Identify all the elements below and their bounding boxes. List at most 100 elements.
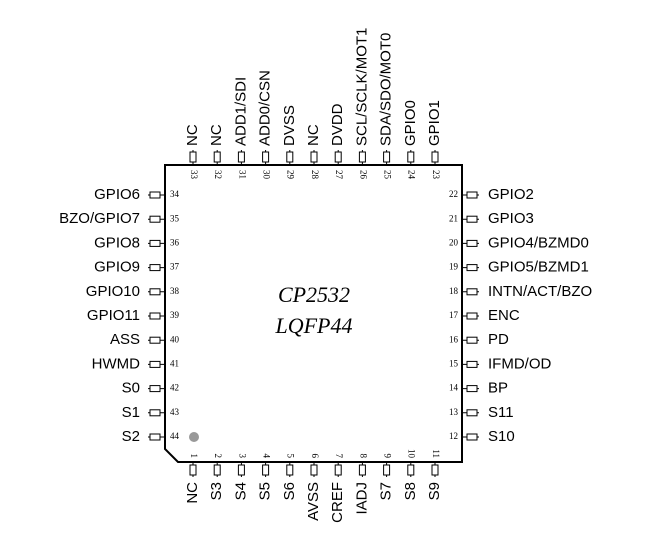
- pin-label: IFMD/OD: [488, 355, 551, 372]
- pin-label: S8: [402, 482, 419, 500]
- pin-number: 23: [431, 170, 441, 180]
- pin-label: GPIO2: [488, 186, 534, 203]
- pin-label: PD: [488, 331, 509, 348]
- pin-label: CREF: [329, 482, 346, 523]
- pin: [466, 433, 478, 441]
- pin-number: 30: [262, 170, 272, 180]
- pin: [407, 464, 415, 476]
- pin-label: S2: [122, 428, 140, 445]
- pin-number: 1: [189, 454, 199, 459]
- pin-label: S4: [232, 482, 249, 500]
- pin-label: ADD0/CSN: [257, 70, 274, 146]
- pin-number: 8: [358, 454, 368, 459]
- pin-number: 2: [213, 454, 223, 459]
- pin-label: GPIO8: [94, 234, 140, 251]
- pin-number: 40: [170, 334, 180, 344]
- pin-number: 19: [449, 262, 459, 272]
- pin: [334, 151, 342, 163]
- pin-label: ENC: [488, 307, 520, 324]
- pin-number: 28: [310, 170, 320, 180]
- pin: [466, 360, 478, 368]
- pin-number: 17: [449, 310, 459, 320]
- pin-number: 33: [189, 170, 199, 180]
- pin: [149, 239, 161, 247]
- pin: [310, 151, 318, 163]
- pin-number: 4: [262, 454, 272, 459]
- chip-name: CP2532: [278, 282, 350, 307]
- pin: [466, 191, 478, 199]
- pin: [262, 464, 270, 476]
- pin-number: 22: [449, 189, 458, 199]
- pin-label: GPIO3: [488, 210, 534, 227]
- pin-number: 32: [213, 170, 223, 179]
- pin-number: 15: [449, 358, 459, 368]
- pin-label: S3: [208, 482, 225, 500]
- pin: [466, 264, 478, 272]
- pin: [149, 288, 161, 296]
- pin: [407, 151, 415, 163]
- pin-number: 13: [449, 407, 459, 417]
- pin: [286, 151, 294, 163]
- pin: [334, 464, 342, 476]
- pin-number: 38: [170, 286, 180, 296]
- pin-label: ASS: [110, 331, 140, 348]
- pin-label: NC: [208, 124, 225, 146]
- pin-label: SCL/SCLK/MOT1: [353, 28, 370, 146]
- pin-number: 5: [286, 454, 296, 459]
- pin-label: S0: [122, 380, 140, 397]
- pin-number: 44: [170, 431, 180, 441]
- pin-label: GPIO9: [94, 259, 140, 276]
- pin-label: S7: [378, 482, 395, 500]
- pin-label: GPIO4/BZMD0: [488, 234, 589, 251]
- pin: [466, 288, 478, 296]
- pin-number: 39: [170, 310, 180, 320]
- pin-number: 35: [170, 213, 180, 223]
- pin-label: GPIO10: [86, 283, 140, 300]
- pin-label: INTN/ACT/BZO: [488, 283, 592, 300]
- pin-label: S6: [281, 482, 298, 500]
- pin-label: NC: [305, 124, 322, 146]
- pin1-dot: [189, 432, 199, 442]
- pin-label: IADJ: [353, 482, 370, 515]
- pin: [358, 151, 366, 163]
- pin-number: 10: [407, 449, 417, 459]
- pin: [310, 464, 318, 476]
- pin-label: S5: [257, 482, 274, 500]
- pin-number: 14: [449, 383, 459, 393]
- pin-label: AVSS: [305, 482, 322, 521]
- pin: [466, 409, 478, 417]
- pin: [262, 151, 270, 163]
- pin-number: 24: [407, 170, 417, 180]
- pin-label: S1: [122, 404, 140, 421]
- pin: [149, 312, 161, 320]
- pin-number: 16: [449, 334, 459, 344]
- pin-number: 27: [334, 170, 344, 180]
- pin-number: 26: [358, 170, 368, 180]
- pin-label: GPIO0: [402, 100, 419, 146]
- pin-number: 43: [170, 407, 180, 417]
- pin: [213, 464, 221, 476]
- pin-number: 25: [383, 170, 393, 180]
- pin: [431, 151, 439, 163]
- pin-label: GPIO5/BZMD1: [488, 259, 589, 276]
- pin-number: 36: [170, 237, 180, 247]
- pin-number: 31: [237, 170, 247, 179]
- pin-number: 18: [449, 286, 459, 296]
- pin-label: BZO/GPIO7: [59, 210, 140, 227]
- pin-number: 34: [170, 189, 180, 199]
- pin-label: BP: [488, 380, 508, 397]
- pin-number: 7: [334, 454, 344, 459]
- pin: [149, 409, 161, 417]
- package-body: [164, 164, 463, 463]
- pin: [149, 215, 161, 223]
- pin-number: 21: [449, 213, 458, 223]
- pin-label: NC: [184, 124, 201, 146]
- pin: [383, 464, 391, 476]
- pin: [466, 385, 478, 393]
- pin-label: GPIO6: [94, 186, 140, 203]
- pin: [149, 191, 161, 199]
- pin: [189, 151, 197, 163]
- pin-number: 9: [383, 454, 393, 459]
- pin: [149, 360, 161, 368]
- pin-label: DVSS: [281, 105, 298, 146]
